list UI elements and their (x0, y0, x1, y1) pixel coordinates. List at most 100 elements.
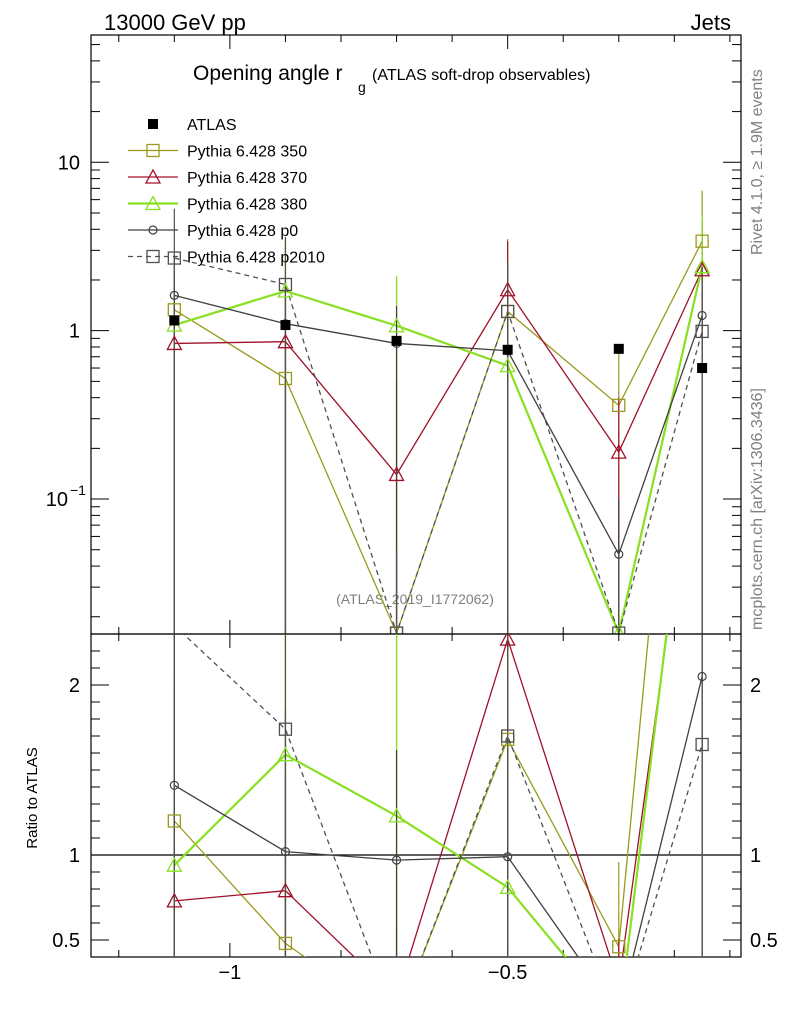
ratio-series-point-1 (166, 892, 183, 908)
series-point-4 (612, 626, 626, 634)
legend: ATLAS Pythia 6.428 350 Pythia 6.428 370 Pyt… (128, 117, 325, 267)
legend-label-0: Pythia 6.428 350 (187, 144, 307, 161)
ratio-series-point-3 (615, 1011, 623, 1019)
series-point-0 (612, 398, 626, 413)
ratio-series-point-4 (613, 1016, 625, 1024)
ratio-panel: −1 −0.5 0.5 0.5 1 1 2 2 (52, 67, 778, 1024)
series-line-2 (174, 266, 704, 634)
legend-label-2: Pythia 6.428 380 (187, 197, 307, 214)
ratio-series-point-4 (695, 737, 709, 752)
series-point-4 (695, 324, 709, 339)
ratio-series-line-4 (182, 634, 703, 957)
ratio-frame (90, 633, 742, 958)
atlas-data-point (169, 315, 180, 326)
series-point-3 (614, 549, 624, 559)
series-point-2 (388, 317, 405, 333)
series-line-1 (174, 269, 703, 476)
ratio-series-line-3 (174, 676, 703, 957)
main-plot-area (166, 190, 711, 634)
ratio-y-tick-label: 0.5 (52, 930, 80, 952)
legend-marker-atlas (148, 119, 158, 129)
y-tick-exponent: −1 (70, 482, 86, 498)
series-point-1 (610, 443, 627, 459)
series-point-2 (613, 624, 624, 634)
ratio-series-point-1 (277, 882, 294, 898)
series-point-3 (169, 290, 179, 300)
ratio-series-point-2 (166, 856, 183, 872)
series-point-0 (695, 234, 709, 248)
ratio-series-point-3 (697, 671, 707, 682)
legend-marker-3 (148, 225, 158, 235)
ratio-series-point-1 (612, 977, 626, 990)
ratio-series-line-1 (174, 634, 668, 957)
ratio-series-point-2 (612, 1015, 626, 1024)
ratio-plot-area (166, 67, 709, 1024)
ratio-series-point-2 (277, 746, 294, 762)
ratio-series-point-0 (391, 1016, 403, 1024)
ratio-series-point-4 (278, 722, 293, 736)
ratio-series-point-3 (391, 855, 402, 865)
series-point-2 (694, 258, 711, 274)
ratio-series-point-4 (501, 729, 515, 743)
chart-title-subscript: g (358, 79, 366, 95)
header-jets-label: Jets (691, 10, 731, 35)
series-point-4 (389, 626, 404, 634)
atlas-data-point (697, 363, 708, 374)
y-tick-label: 1 (69, 321, 80, 343)
ratio-series-point-4 (391, 1016, 403, 1024)
ratio-series-point-0 (278, 936, 293, 951)
chart-title-suffix: (ATLAS soft-drop observables) (372, 67, 590, 84)
legend-label-1: Pythia 6.428 370 (187, 170, 307, 187)
series-point-4 (278, 277, 293, 292)
ratio-y-tick-label-right: 0.5 (750, 930, 778, 952)
series-point-2 (499, 357, 516, 373)
series-point-4 (501, 304, 515, 319)
ratio-series-point-3 (503, 852, 513, 862)
atlas-data-point (613, 343, 624, 354)
ratio-ylabel: Ratio to ATLAS (24, 747, 41, 848)
ratio-series-line-0 (173, 634, 650, 957)
y-tick-label: 10 (46, 489, 68, 511)
ratio-y-tick-label: 1 (69, 845, 80, 867)
ratio-y-tick-label-right: 1 (750, 845, 761, 867)
ratio-series-point-3 (169, 780, 179, 790)
x-tick-label: −0.5 (488, 962, 527, 984)
mcplots-label: mcplots.cern.ch [arXiv:1306.3436] (749, 388, 766, 630)
ratio-series-point-0 (696, 67, 708, 79)
atlas-data-point (502, 344, 513, 355)
chart-title: Opening angle r (193, 62, 342, 85)
legend-marker-2 (144, 195, 162, 211)
legend-label-atlas: ATLAS (187, 117, 237, 134)
series-point-1 (499, 281, 516, 297)
series-point-1 (694, 261, 711, 277)
ratio-series-point-1 (390, 991, 404, 1004)
series-point-4 (167, 251, 181, 265)
series-point-3 (697, 310, 707, 321)
legend-label-4: Pythia 6.428 p2010 (187, 250, 325, 267)
ratio-y-tick-label: 2 (69, 675, 80, 697)
series-point-1 (166, 335, 183, 351)
ratio-series-point-3 (280, 846, 291, 857)
ratio-series-point-2 (388, 807, 405, 823)
rivet-version-label: Rivet 4.1.0, ≥ 1.9M events (749, 69, 766, 255)
series-point-0 (278, 371, 293, 386)
ratio-series-point-0 (612, 940, 626, 954)
legend-marker-4 (146, 249, 160, 264)
series-line-4 (174, 257, 703, 634)
legend-label-3: Pythia 6.428 p0 (187, 223, 298, 240)
legend-marker-1 (144, 168, 162, 184)
header-energy-label: 13000 GeV pp (104, 10, 246, 35)
series-point-1 (388, 466, 405, 482)
atlas-data-point (280, 320, 291, 331)
ratio-series-line-2 (173, 634, 668, 957)
series-line-3 (174, 294, 703, 556)
ratio-series-point-2 (499, 878, 516, 894)
ratio-series-point-0 (167, 814, 181, 828)
x-tick-label: −1 (218, 962, 241, 984)
y-tick-label: 10 (58, 152, 80, 174)
series-point-1 (277, 333, 294, 349)
analysis-watermark: (ATLAS_2019_I1772062) (336, 591, 494, 607)
ratio-series-point-1 (499, 634, 516, 646)
ratio-y-tick-label-right: 2 (750, 675, 761, 697)
